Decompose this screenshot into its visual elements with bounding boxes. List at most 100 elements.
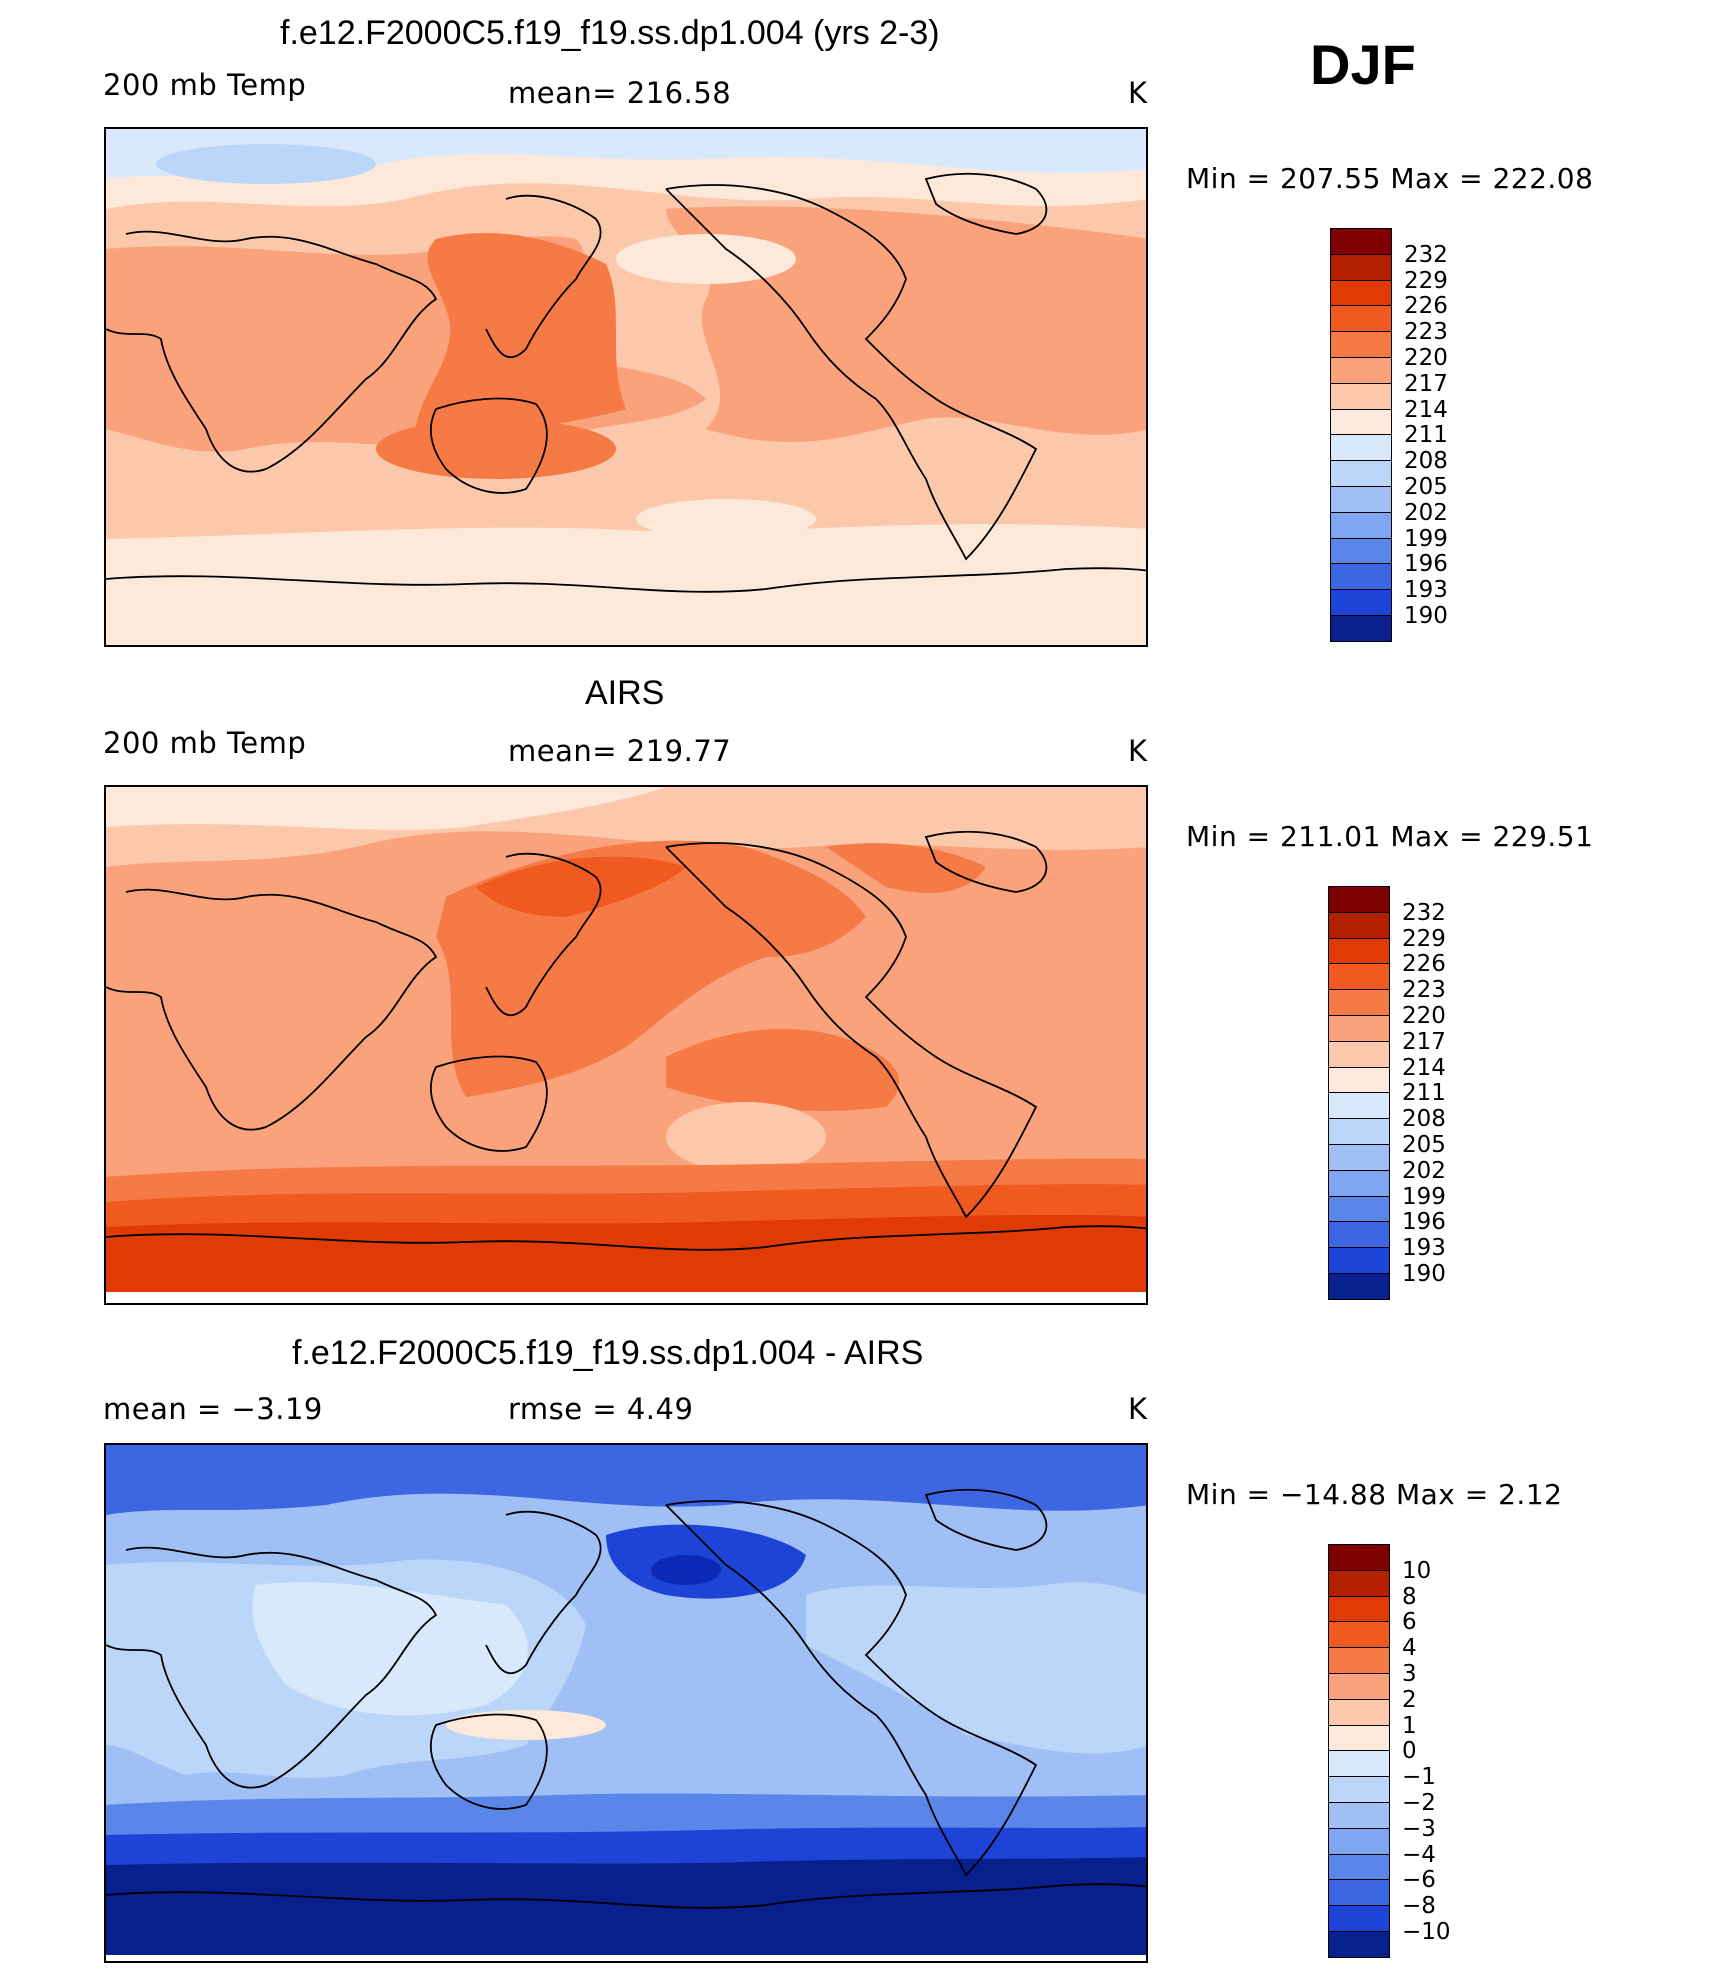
panel2-south-pacific-spot — [666, 1102, 826, 1172]
panel2-colorbar-box — [1328, 937, 1390, 965]
panel3-map-svg — [106, 1445, 1146, 1961]
panel3-colorbar: 10 8 6 4 3 2 1 0 −1 −2 −3 −4 −6 −8 −10 — [1328, 1544, 1451, 1960]
panel2-map-svg — [106, 787, 1146, 1303]
panel1-colorbar-label: 208 — [1404, 448, 1448, 475]
panel3-colorbar-label: −1 — [1402, 1764, 1436, 1791]
panel1-colorbar-box — [1330, 537, 1392, 565]
panel1-colorbar-label: 193 — [1404, 577, 1448, 604]
panel1-colorbar-label: 190 — [1404, 603, 1448, 629]
panel2-colorbar-label: 226 — [1402, 951, 1446, 978]
panel3-colorbar-label: −8 — [1402, 1893, 1436, 1920]
panel3-rmse-label: rmse = 4.49 — [508, 1392, 694, 1426]
panel3-map — [104, 1443, 1148, 1963]
panel2-colorbar-label: 202 — [1402, 1157, 1446, 1184]
panel2-colorbar-label: 199 — [1402, 1183, 1446, 1210]
panel2-title: AIRS — [585, 674, 665, 712]
panel1-colorbar-box — [1330, 486, 1392, 514]
panel2-colorbar-box — [1328, 1092, 1390, 1120]
panel3-colorbar-box — [1328, 1544, 1390, 1572]
panel2-colorbar-label: 190 — [1402, 1261, 1446, 1287]
panel3-colorbar-label: 4 — [1402, 1635, 1417, 1662]
panel2-colorbar-label: 220 — [1402, 1003, 1446, 1029]
panel2-colorbar-box — [1328, 1195, 1390, 1223]
panel2-colorbar-box — [1328, 886, 1390, 914]
panel2-colorbar-box — [1328, 989, 1390, 1017]
panel1-colorbar-label: 226 — [1404, 293, 1448, 320]
panel2-colorbar-label: 217 — [1402, 1028, 1446, 1055]
panel3-mean-label: mean = −3.19 — [103, 1392, 323, 1426]
panel1-colorbar-label: 214 — [1404, 396, 1448, 423]
panel1-coastlines — [106, 172, 1146, 593]
panel1-colorbar-label: 229 — [1404, 267, 1448, 294]
panel2-bottom-strip — [106, 1292, 1146, 1303]
panel1-colorbar-label: 211 — [1404, 422, 1448, 449]
panel1-colorbar-box — [1330, 434, 1392, 462]
panel2-units-label: K — [1128, 734, 1148, 768]
panel3-colorbar-box — [1328, 1750, 1390, 1778]
panel3-warm-spot — [446, 1710, 606, 1740]
panel3-colorbar-box — [1328, 1853, 1390, 1881]
panel2-colorbar-label: 208 — [1402, 1106, 1446, 1133]
panel2-colorbar-box — [1328, 1221, 1390, 1249]
panel3-colorbar-label: 8 — [1402, 1583, 1417, 1610]
panel3-colorbar-box — [1328, 1673, 1390, 1701]
panel3-asia-light — [252, 1582, 528, 1716]
panel2-kuroshio-warm — [476, 856, 686, 917]
panel3-colorbar-box — [1328, 1724, 1390, 1752]
panel3-colorbar-box — [1328, 1931, 1390, 1959]
panel3-colorbar-box — [1328, 1905, 1390, 1933]
panel3-colorbar-box — [1328, 1621, 1390, 1649]
panel2-variable-label: 200 mb Temp — [103, 726, 307, 760]
panel3-colorbar-box — [1328, 1595, 1390, 1623]
panel1-colorbar-box — [1330, 460, 1392, 488]
panel3-antarctic-band — [106, 1857, 1146, 1961]
panel2-colorbar-box — [1328, 1273, 1390, 1301]
panel3-title: f.e12.F2000C5.f19_f19.ss.dp1.004 - AIRS — [292, 1334, 924, 1372]
panel3-colorbar-box — [1328, 1569, 1390, 1598]
season-label: DJF — [1310, 33, 1416, 96]
panel2-colorbar-label: 223 — [1402, 977, 1446, 1004]
panel1-units-label: K — [1128, 76, 1148, 110]
panel2-colorbar-box — [1328, 1169, 1390, 1198]
panel3-units-label: K — [1128, 1392, 1148, 1426]
panel3-colorbar-box — [1328, 1802, 1390, 1830]
panel3-colorbar-box — [1328, 1698, 1390, 1727]
panel1-colorbar-box — [1330, 408, 1392, 436]
panel1-pacific-cold-spot — [616, 234, 796, 284]
panel3-north-pacific-core — [651, 1555, 721, 1585]
panel1-south-pacific-spot — [636, 499, 816, 539]
panel3-bottom-strip — [106, 1955, 1146, 1961]
panel2-colorbar-box — [1328, 911, 1390, 940]
panel1-colorbar-box — [1330, 279, 1392, 307]
panel3-colorbar-label: 2 — [1402, 1686, 1417, 1713]
panel2-minmax: Min = 211.01 Max = 229.51 — [1186, 820, 1594, 853]
panel1-map — [104, 127, 1148, 647]
panel2-colorbar-box — [1328, 963, 1390, 991]
panel1-colorbar-label: 220 — [1404, 345, 1448, 371]
panel2-colorbar-box — [1328, 1144, 1390, 1172]
panel1-colorbar-box — [1330, 357, 1392, 385]
panel2-colorbar-label: 232 — [1402, 899, 1446, 926]
panel2-colorbar-label: 205 — [1402, 1132, 1446, 1158]
panel1-minmax: Min = 207.55 Max = 222.08 — [1186, 162, 1594, 195]
panel1-colorbar-label: 196 — [1404, 551, 1448, 578]
panel2-colorbar-box — [1328, 1118, 1390, 1146]
panel1-antarctic-band — [106, 524, 1146, 645]
panel2-east-warm — [666, 1028, 900, 1111]
panel3-colorbar-label: −3 — [1402, 1815, 1436, 1842]
panel1-colorbar-label: 217 — [1404, 370, 1448, 397]
panel1-colorbar-box — [1330, 382, 1392, 411]
panel2-coastlines — [106, 830, 1146, 1251]
panel1-colorbar-box — [1330, 563, 1392, 591]
panel3-colorbar-label: 6 — [1402, 1609, 1417, 1636]
panel2-map — [104, 785, 1148, 1305]
panel1-colorbar-box — [1330, 305, 1392, 333]
panel2-colorbar-box — [1328, 1247, 1390, 1275]
panel3-arctic-band — [106, 1445, 1146, 1515]
panel2-colorbar-box — [1328, 1040, 1390, 1069]
panel1-warm-patch — [376, 419, 616, 479]
panel3-colorbar-label: 1 — [1402, 1712, 1417, 1739]
panel1-colorbar: 232 229 226 223 220 217 214 211 208 205 202 199 196 1… — [1330, 228, 1448, 644]
panel1-title: f.e12.F2000C5.f19_f19.ss.dp1.004 (yrs 2-… — [280, 14, 940, 52]
panel2-colorbar-label: 214 — [1402, 1054, 1446, 1081]
